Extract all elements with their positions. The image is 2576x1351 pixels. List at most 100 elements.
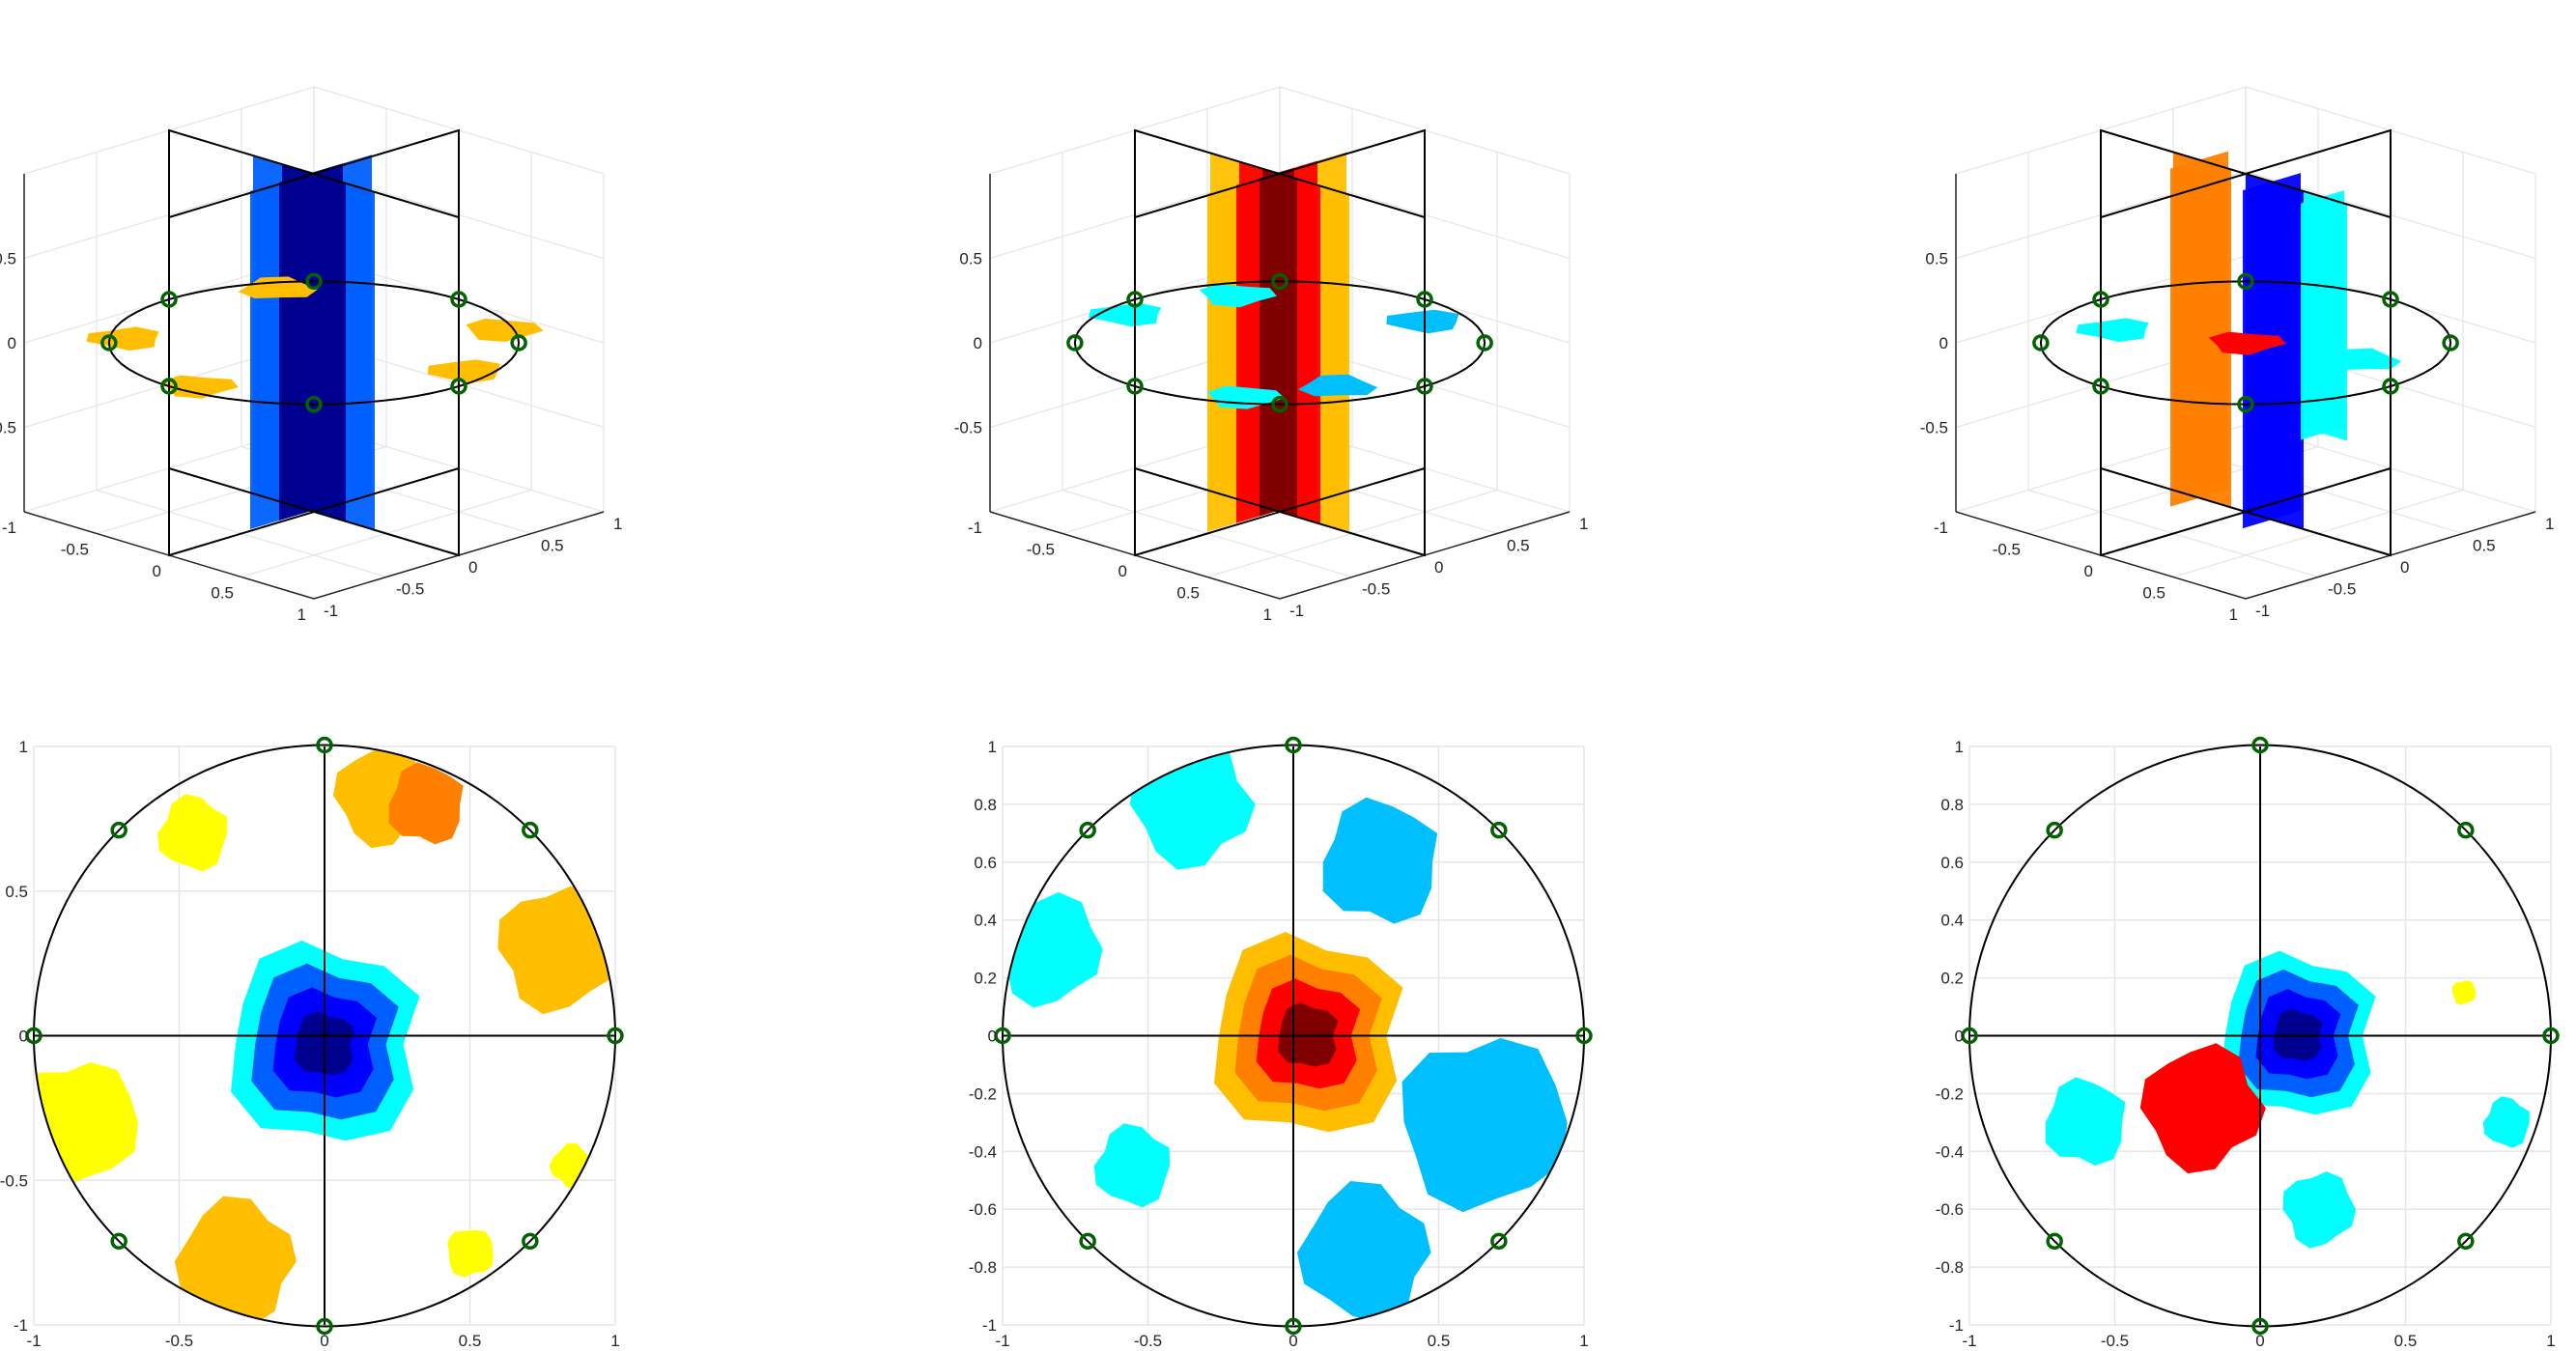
x-tick-label: -0.5 bbox=[1027, 541, 1055, 559]
slice-band bbox=[2304, 191, 2347, 441]
electrode-marker bbox=[450, 291, 467, 308]
horizontal-patch bbox=[2321, 348, 2402, 371]
horizontal-patches bbox=[86, 276, 544, 399]
electrode-marker bbox=[994, 1027, 1011, 1045]
y-tick-label: -0.5 bbox=[0, 1171, 28, 1190]
y-tick-label: 0.5 bbox=[5, 883, 28, 901]
y-tick-label: -0.8 bbox=[969, 1258, 997, 1277]
y-tick-label: 0.4 bbox=[974, 912, 997, 930]
heatmap-patch bbox=[174, 1196, 297, 1327]
x-tick-label: -0.5 bbox=[165, 1332, 193, 1350]
y-tick-label: -1 bbox=[324, 602, 338, 620]
z-tick-label: -0.5 bbox=[1920, 419, 1948, 437]
horizontal-patches bbox=[2076, 318, 2402, 371]
tick-labels: -1 -0.5 0 0.5 1 1 0.5 0 -0.5 -1 0.5 0 -0.5 bbox=[1920, 250, 2555, 625]
x-tick-label: -1 bbox=[995, 1332, 1009, 1350]
heatmap-patches bbox=[1003, 745, 1568, 1325]
tick-labels: -1 -0.5 0 0.5 1 1 0.8 0.6 0.4 0.2 0 -0.2 -0.4 -0.6 -0.… bbox=[969, 738, 1589, 1350]
x-tick-label: -0.5 bbox=[61, 541, 89, 559]
electrode-marker bbox=[1575, 1027, 1593, 1045]
electrode-marker bbox=[160, 291, 178, 308]
electrode-marker bbox=[100, 334, 118, 352]
electrode-marker bbox=[2542, 1027, 2560, 1045]
slice-band bbox=[2173, 152, 2231, 508]
y-tick-label: 1 bbox=[613, 515, 622, 533]
electrode-marker bbox=[510, 334, 527, 352]
z-tick-label: 0 bbox=[1939, 334, 1948, 352]
x-tick-label: -1 bbox=[2, 519, 16, 537]
electrode-marker bbox=[1416, 291, 1433, 308]
electrode-marker bbox=[2092, 378, 2109, 395]
panel-bottom-middle-2d: -1 -0.5 0 0.5 1 1 0.8 0.6 0.4 0.2 0 -0.2 -0.4 -0.6 -0.… bbox=[969, 736, 1593, 1350]
z-tick-label: 0.5 bbox=[959, 250, 982, 268]
x-tick-label: 1 bbox=[1263, 605, 1272, 624]
electrode-marker bbox=[1476, 334, 1493, 352]
z-tick-label: 0 bbox=[8, 334, 16, 352]
electrode-marker bbox=[2046, 1232, 2063, 1251]
y-tick-label: 0.5 bbox=[1507, 537, 1530, 555]
x-tick-label: 0.5 bbox=[1176, 584, 1200, 603]
y-tick-label: 1 bbox=[1955, 738, 1964, 756]
electrode-marker bbox=[160, 378, 178, 395]
electrode-marker bbox=[305, 272, 323, 291]
x-tick-label: -0.5 bbox=[1134, 1332, 1162, 1350]
horizontal-patch bbox=[1199, 284, 1277, 308]
electrode-marker bbox=[1271, 272, 1288, 291]
x-tick-label: 0 bbox=[2255, 1332, 2264, 1350]
horizontal-patch bbox=[1297, 374, 1378, 397]
y-tick-label: 1 bbox=[988, 738, 997, 756]
electrode-marker bbox=[2237, 395, 2254, 413]
electrode-marker bbox=[1271, 395, 1288, 413]
heatmap-patch bbox=[157, 794, 228, 872]
x-tick-label: 1 bbox=[1579, 1332, 1588, 1350]
vertical-slices bbox=[250, 155, 375, 530]
y-tick-label: 0.5 bbox=[2473, 537, 2496, 555]
electrode-marker bbox=[2251, 736, 2269, 754]
y-tick-label: -1 bbox=[2255, 602, 2270, 620]
electrode-marker bbox=[1126, 378, 1144, 395]
vertical-slices bbox=[1207, 152, 1349, 533]
y-tick-label: -0.5 bbox=[2328, 580, 2356, 599]
slice-plane-outline bbox=[1134, 128, 1426, 557]
electrode-marker bbox=[316, 1317, 333, 1336]
x-tick-label: 0.5 bbox=[2394, 1332, 2418, 1350]
electrode-marker bbox=[1961, 1027, 1978, 1045]
y-tick-label: -0.8 bbox=[1936, 1258, 1964, 1277]
x-tick-label: 1 bbox=[297, 605, 306, 624]
y-tick-label: -0.5 bbox=[1362, 580, 1390, 599]
y-tick-label: -0.2 bbox=[1936, 1084, 1964, 1103]
tick-labels: -1 -0.5 0 0.5 1 1 0.8 0.6 0.4 0.2 0 -0.2 -0.4 -0.6 -0.… bbox=[1936, 738, 2556, 1350]
x-tick-label: 0 bbox=[1118, 562, 1127, 580]
electrode-marker bbox=[305, 395, 323, 413]
electrode-marker bbox=[2457, 1232, 2475, 1251]
electrode-marker bbox=[2032, 334, 2050, 352]
electrode-marker bbox=[1416, 378, 1433, 395]
y-tick-label: 0.4 bbox=[1940, 912, 1964, 930]
x-tick-label: 0.5 bbox=[211, 584, 234, 603]
x-tick-label: 0.5 bbox=[1428, 1332, 1451, 1350]
electrode-marker bbox=[2457, 821, 2475, 839]
y-tick-label: -1 bbox=[982, 1316, 997, 1335]
heatmap-patch bbox=[388, 762, 464, 845]
domain-circle bbox=[2039, 280, 2452, 406]
electrode-marker bbox=[607, 1027, 624, 1045]
y-tick-label: 0 bbox=[2400, 558, 2409, 577]
y-tick-label: 0 bbox=[988, 1027, 997, 1046]
electrode-marker bbox=[2092, 291, 2109, 308]
horizontal-patch bbox=[466, 318, 544, 342]
electrode-marker bbox=[2382, 291, 2399, 308]
heatmap-patch bbox=[2482, 1096, 2530, 1148]
electrode-marker bbox=[1285, 736, 1302, 754]
electrode-marker bbox=[2046, 821, 2063, 839]
y-tick-label: -0.4 bbox=[969, 1142, 997, 1161]
x-tick-label: 0.5 bbox=[459, 1332, 482, 1350]
y-tick-label: -0.2 bbox=[969, 1084, 997, 1103]
heatmap-patch bbox=[447, 1229, 494, 1278]
x-tick-label: 0 bbox=[153, 562, 161, 580]
x-tick-label: 0 bbox=[320, 1332, 328, 1350]
heatmap-patch bbox=[1093, 1123, 1170, 1208]
heatmap-patch bbox=[2451, 980, 2477, 1005]
x-tick-label: -1 bbox=[1962, 1332, 1976, 1350]
tick-labels: -1 -0.5 0 0.5 1 1 0.5 0 -0.5 -1 bbox=[0, 738, 620, 1350]
